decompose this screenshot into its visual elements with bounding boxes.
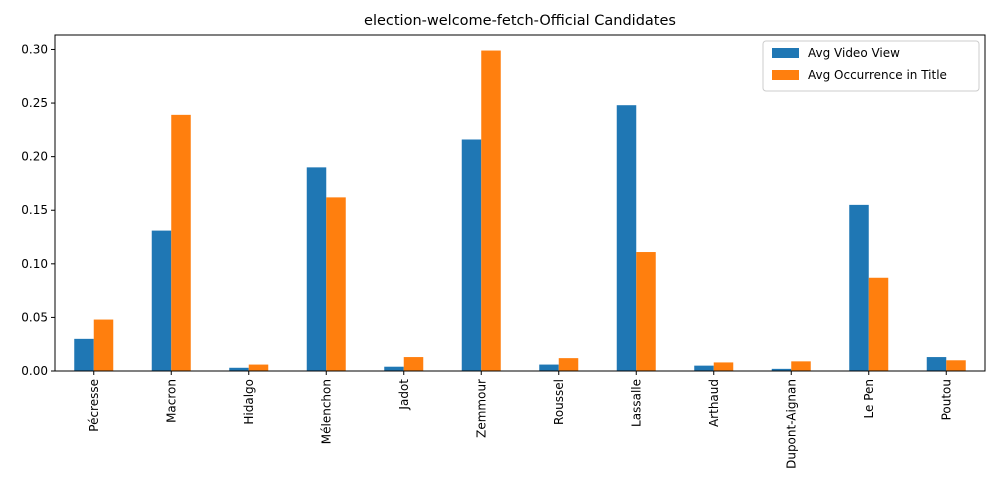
x-tick-label: Dupont-Aignan [784,379,798,469]
x-axis: Pécresse Macron Hidalgo Mélenchon Jadot Zemmo… [87,371,953,469]
legend-label: Avg Occurrence in Title [808,68,947,82]
bar-avg-occurrence-in-title-4 [403,357,424,371]
bar-avg-video-view-11 [926,357,947,371]
x-tick-label: Arthaud [707,379,721,427]
y-tick-label: 0.10 [21,257,48,271]
plot-frame [54,34,986,372]
bar-avg-video-view-8 [694,365,714,371]
bar-avg-occurrence-in-title-0 [93,319,114,371]
bar-avg-occurrence-in-title-7 [636,252,656,371]
y-tick-label: 0.15 [21,203,48,217]
bar-avg-video-view-0 [74,338,94,371]
y-tick-label: 0.00 [21,364,48,378]
y-axis: 0.00 0.05 0.10 0.15 0.20 0.25 0.30 [21,42,55,378]
x-tick-label: Jadot [397,379,411,411]
bar-avg-occurrence-in-title-6 [558,358,579,371]
x-tick-label: Pécresse [87,379,101,432]
bar-avg-video-view-4 [384,366,404,371]
chart-title: election-welcome-fetch-Official Candidat… [364,13,676,29]
bar-avg-occurrence-in-title-10 [868,277,889,371]
bar-avg-occurrence-in-title-5 [481,50,501,371]
bar-avg-video-view-3 [306,167,327,371]
bar-avg-occurrence-in-title-1 [171,114,191,371]
bar-avg-occurrence-in-title-11 [946,360,966,371]
legend-box [762,40,980,92]
legend: Avg Video View Avg Occurrence in Title [762,40,980,92]
y-tick-label: 0.05 [21,310,48,324]
bar-avg-occurrence-in-title-2 [248,364,269,371]
bar-avg-occurrence-in-title-3 [326,197,346,371]
y-tick-label: 0.30 [21,42,48,56]
bar-avg-video-view-6 [539,364,559,371]
legend-swatch [772,70,799,80]
y-tick-label: 0.25 [21,96,48,110]
x-tick-label: Roussel [552,379,566,425]
legend-swatch [772,48,799,58]
x-tick-label: Poutou [939,379,953,420]
bar-avg-video-view-10 [849,204,869,371]
legend-label: Avg Video View [808,46,900,60]
x-tick-label: Macron [164,379,178,423]
bar-avg-video-view-1 [151,230,172,371]
bar-avg-video-view-7 [616,105,637,371]
x-tick-label: Lassalle [629,379,643,427]
bars-group [74,50,966,371]
x-tick-label: Hidalgo [242,379,256,425]
bar-avg-video-view-9 [771,368,792,371]
x-tick-label: Le Pen [862,379,876,418]
bar-avg-video-view-2 [229,367,249,371]
bar-avg-occurrence-in-title-8 [713,362,734,371]
x-tick-label: Zemmour [474,379,488,438]
bar-avg-video-view-5 [461,139,482,371]
x-tick-label: Mélenchon [319,379,333,444]
y-tick-label: 0.20 [21,150,48,164]
bar-avg-occurrence-in-title-9 [791,361,811,371]
